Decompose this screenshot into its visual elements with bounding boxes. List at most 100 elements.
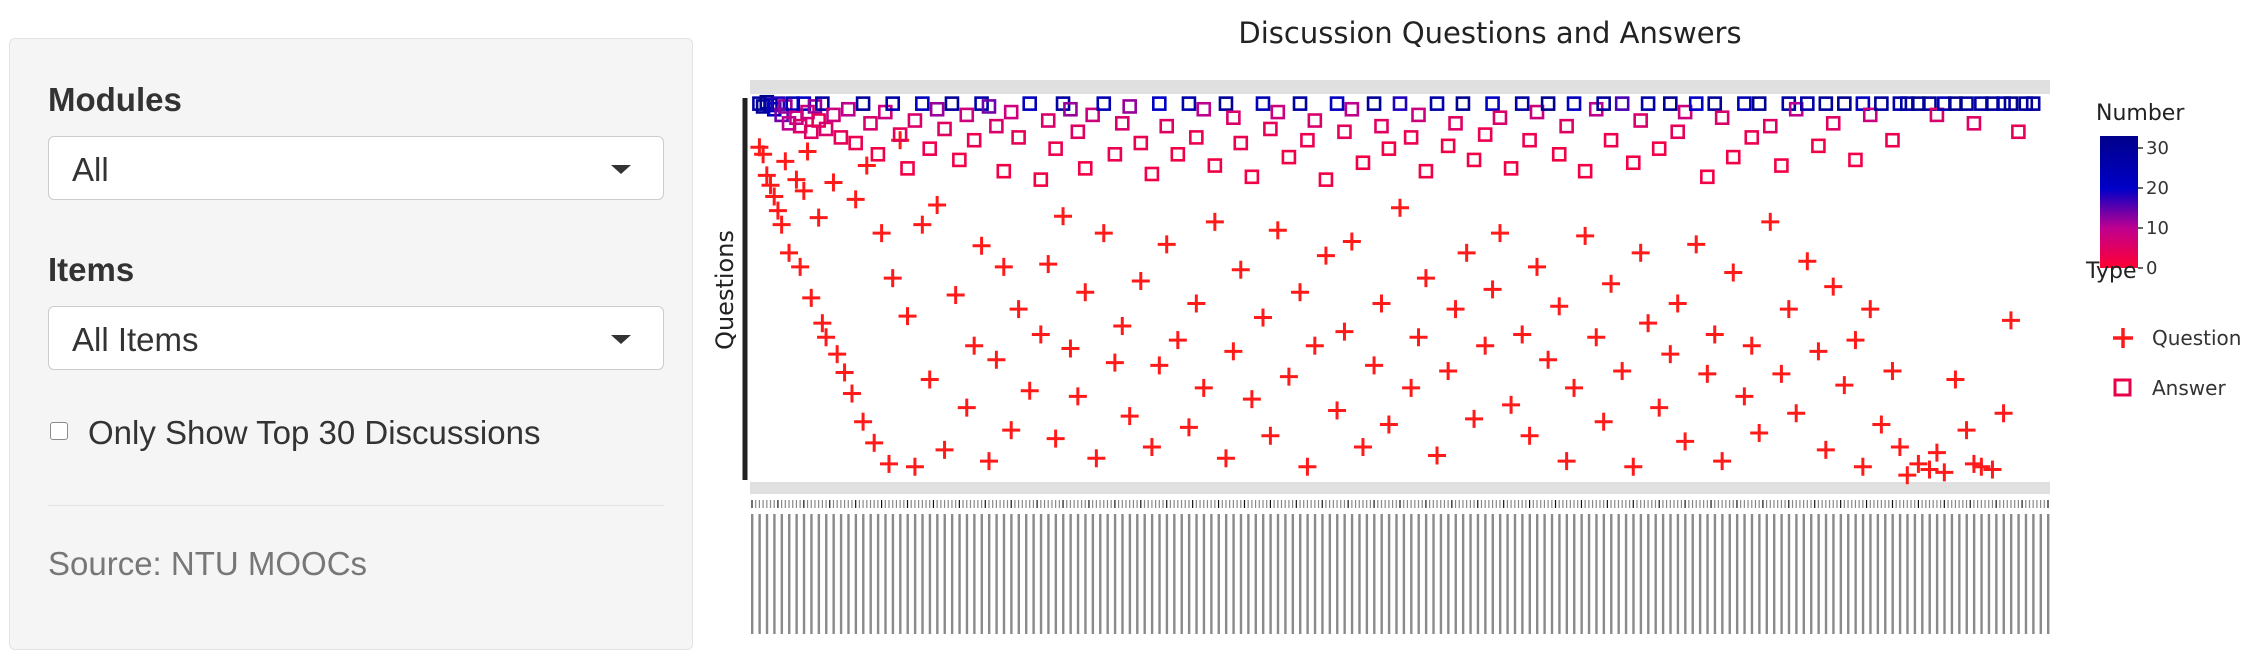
x-tick-label <box>1476 514 1480 634</box>
items-select[interactable]: All Items <box>48 306 664 370</box>
question-marker <box>1816 440 1835 459</box>
question-marker <box>872 224 891 243</box>
question-marker <box>1253 308 1272 327</box>
answer-marker <box>1077 161 1093 176</box>
x-tick-label <box>1099 514 1102 634</box>
answer-marker <box>892 127 908 142</box>
answer-marker <box>1292 96 1308 111</box>
question-marker <box>1457 243 1476 262</box>
question-marker <box>1613 362 1632 381</box>
x-tick-label <box>1854 514 1857 634</box>
x-tick-label <box>1447 514 1450 634</box>
question-marker <box>1798 252 1817 271</box>
question-marker <box>1020 381 1039 400</box>
x-tick-label <box>2002 514 2005 634</box>
legend-title: Type <box>2085 259 2137 284</box>
top30-checkbox-label[interactable]: Only Show Top 30 Discussions <box>88 414 541 451</box>
modules-select[interactable]: All <box>48 136 664 200</box>
answer-marker <box>1837 96 1852 111</box>
question-marker <box>1379 415 1398 434</box>
question-marker <box>2001 311 2020 330</box>
x-tick-label <box>1706 514 1709 634</box>
question-marker <box>1983 460 2002 479</box>
answer-marker <box>1663 96 1678 111</box>
question-marker <box>1809 342 1828 361</box>
answer-marker <box>878 104 893 120</box>
question-marker <box>1742 336 1761 355</box>
x-tick-label <box>928 514 932 634</box>
legend-answer[interactable]: Answer <box>2113 376 2226 400</box>
question-marker <box>1861 300 1880 319</box>
question-marker <box>920 370 939 389</box>
x-tick-label <box>1624 514 1628 634</box>
x-tick-label <box>1884 514 1887 634</box>
answer-marker <box>907 113 923 128</box>
x-tick-label <box>1987 514 1991 634</box>
answer-marker <box>1848 152 1863 168</box>
x-tick-label <box>1328 514 1332 634</box>
x-tick-label <box>1380 514 1383 634</box>
x-tick-label <box>1239 514 1243 634</box>
question-marker <box>794 181 813 200</box>
question-marker <box>965 336 984 355</box>
question-marker <box>1009 300 1028 319</box>
question-marker <box>1502 395 1521 414</box>
x-tick-label <box>1580 514 1583 634</box>
x-tick-label <box>1313 514 1317 634</box>
x-tick-label <box>1721 514 1724 634</box>
question-marker <box>1883 362 1902 381</box>
x-tick-label <box>1387 514 1391 634</box>
answer-marker <box>1714 110 1730 126</box>
question-marker <box>1205 212 1224 231</box>
answer-marker <box>1522 132 1537 148</box>
question-marker <box>1328 401 1347 420</box>
x-tick-label <box>1765 514 1768 634</box>
question-marker <box>1698 364 1717 383</box>
legend-question[interactable]: Question <box>2113 326 2241 350</box>
question-marker <box>957 398 976 417</box>
x-tick-label <box>795 514 798 634</box>
answer-marker <box>1751 96 1767 111</box>
question-marker <box>913 215 932 234</box>
answer-marker <box>1085 107 1100 123</box>
x-tick-label <box>943 514 946 634</box>
x-tick-label <box>1972 514 1976 634</box>
question-marker <box>1298 457 1317 476</box>
question-marker <box>780 243 799 262</box>
x-tick-label <box>1565 514 1569 634</box>
answer-marker <box>1033 172 1049 187</box>
answer-marker <box>1744 130 1760 145</box>
answer-marker <box>1551 146 1567 162</box>
x-tick-label <box>1602 514 1606 634</box>
x-tick-label <box>1069 514 1072 634</box>
question-marker <box>979 452 998 471</box>
answer-marker <box>1281 149 1297 165</box>
question-marker <box>1054 207 1073 226</box>
answer-marker <box>1892 96 1908 111</box>
x-tick-label <box>1684 514 1687 634</box>
question-marker <box>809 208 828 227</box>
question-marker <box>1416 269 1435 288</box>
top30-checkbox[interactable] <box>50 422 68 440</box>
answer-marker <box>2011 124 2026 140</box>
x-tick-label <box>1039 514 1043 634</box>
x-tick-label <box>958 514 961 634</box>
x-tick-label <box>1180 514 1183 634</box>
x-tick-label <box>1232 514 1235 634</box>
x-tick-label <box>1402 514 1406 634</box>
x-tick-label <box>1898 514 1902 634</box>
x-tick-label <box>1321 514 1324 634</box>
x-tick-label <box>950 514 954 634</box>
x-tick-label <box>1550 514 1554 634</box>
answer-marker <box>863 116 878 131</box>
legend-question-label: Question <box>2152 326 2241 350</box>
question-marker <box>1550 297 1569 316</box>
x-tick-label <box>1165 514 1169 634</box>
question-marker <box>994 257 1013 276</box>
answer-marker <box>1403 130 1419 145</box>
answer-marker <box>1170 146 1186 162</box>
answer-marker <box>1862 107 1878 123</box>
answer-marker <box>1207 158 1223 173</box>
answer-markers <box>752 94 2041 187</box>
source-text: Source: NTU MOOCs <box>48 545 368 582</box>
